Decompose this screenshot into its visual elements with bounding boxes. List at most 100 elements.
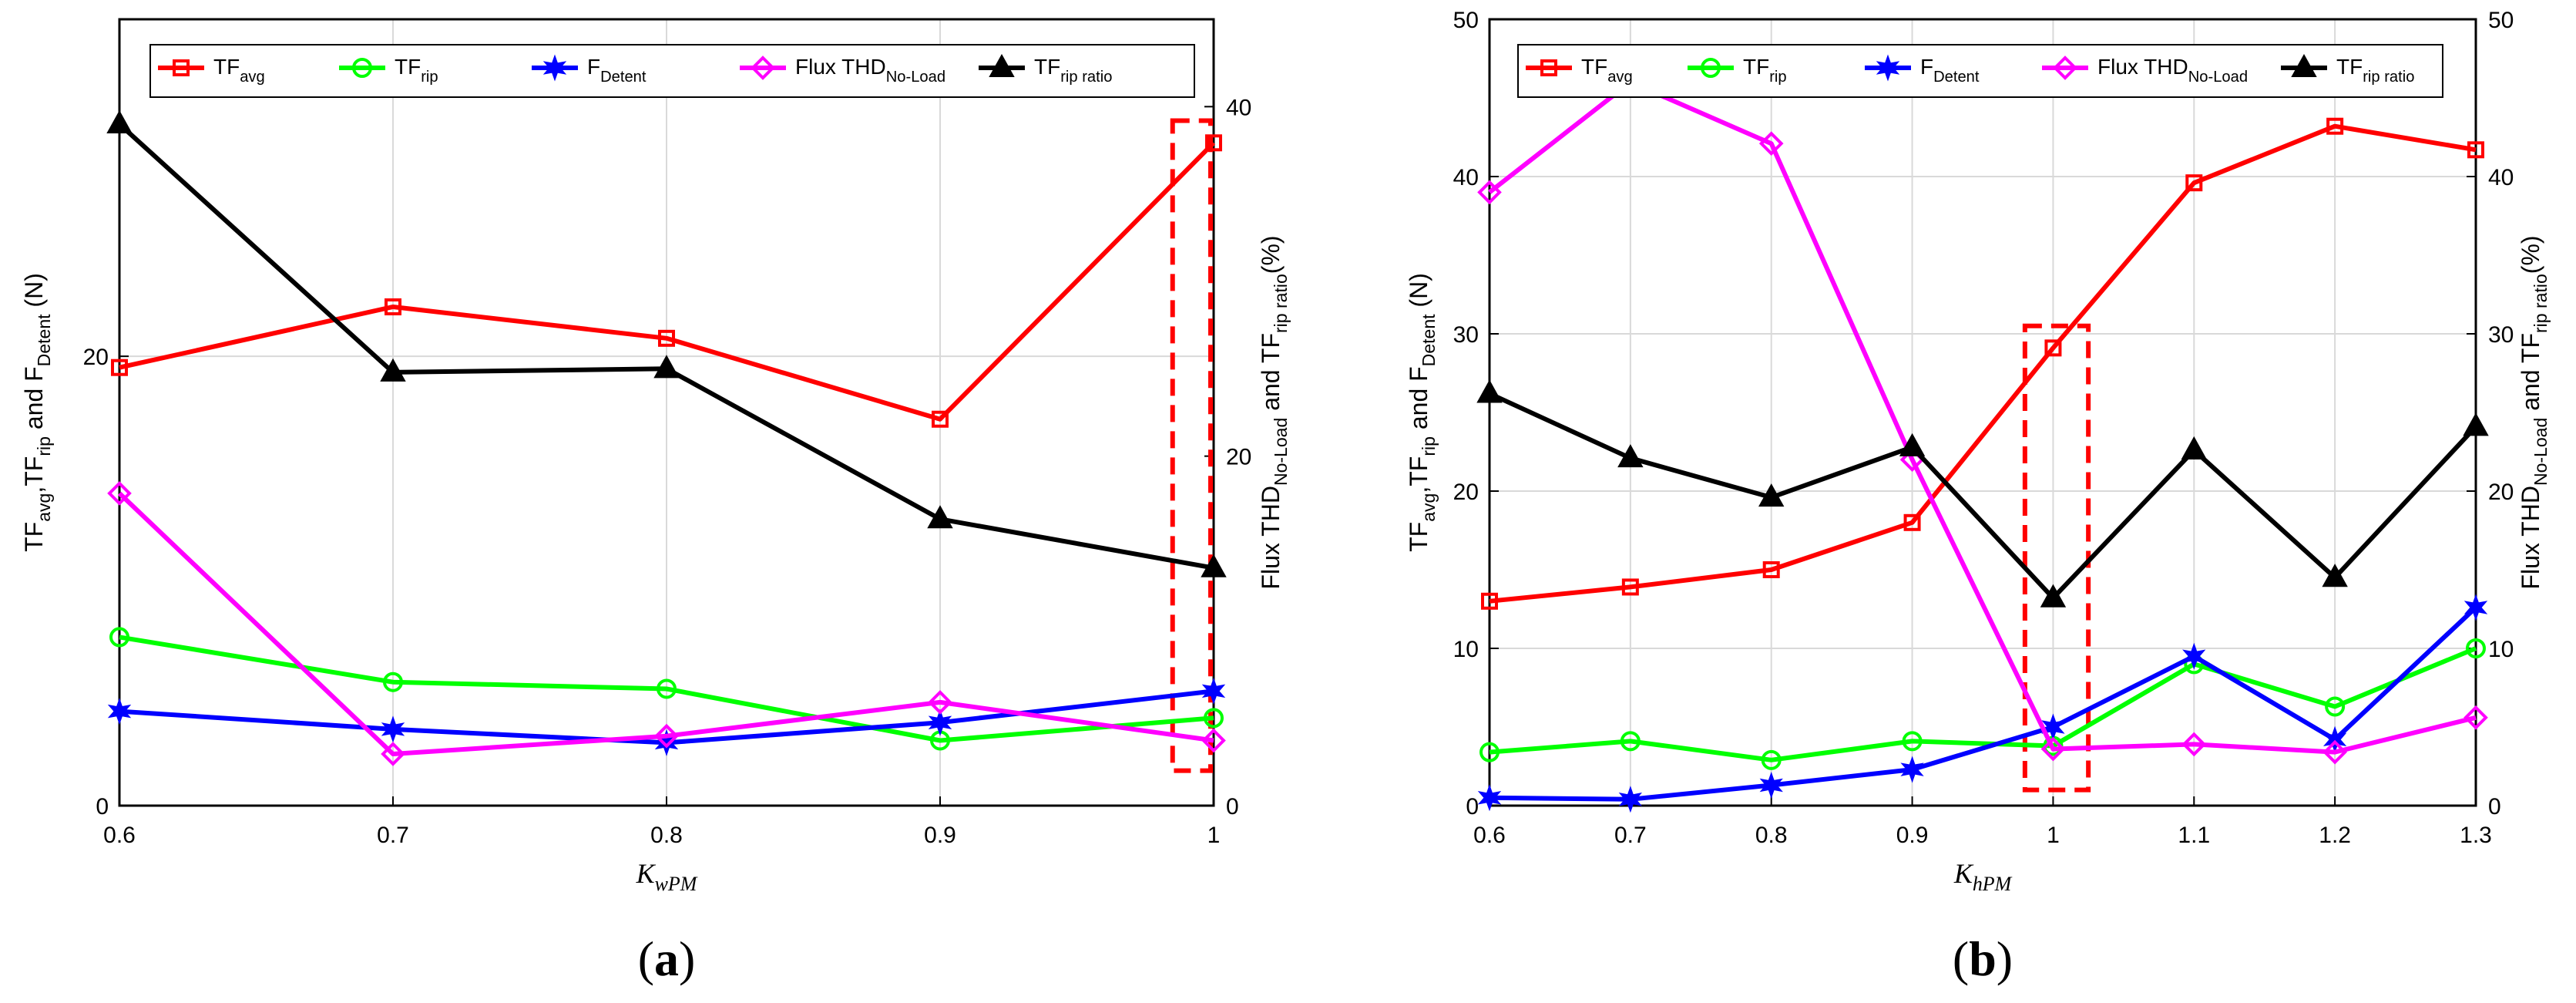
data-point-s2-2: [1759, 771, 1783, 799]
y-right-tick-label: 0: [2488, 794, 2501, 820]
y-right-axis-label: Flux THDNo-Load and TFrip ratio(%): [1257, 235, 1291, 589]
legend-label-main: TF: [1034, 55, 1060, 79]
data-point-s1-0: [109, 627, 129, 648]
data-point-s2-0: [107, 698, 132, 725]
x-axis-label: KwPM: [636, 858, 698, 895]
y-left-tick-label: 20: [1453, 480, 1479, 505]
data-point-s3-0: [1477, 180, 1502, 205]
data-point-s0-1: [385, 298, 401, 316]
x-tick-label: 1: [2047, 823, 2060, 848]
x-tick-label: 0.6: [103, 823, 136, 848]
y-left-axis-label-part: (N): [20, 273, 48, 314]
legend-label-main: TF: [1743, 55, 1769, 79]
y-left-axis-label: TFavg,TFrip and FDetent (N): [20, 273, 54, 552]
x-tick-label: 0.7: [1614, 823, 1647, 848]
data-point-s3-4: [1201, 728, 1226, 753]
data-point-s2-3: [928, 708, 952, 736]
y-right-tick-label: 50: [2488, 8, 2514, 33]
y-right-tick-label: 10: [2488, 637, 2514, 662]
data-point-s0-6: [2326, 117, 2344, 135]
data-point-s0-0: [1481, 592, 1498, 610]
legend-box: [149, 44, 1195, 98]
y-right-tick-label: 30: [2488, 322, 2514, 348]
y-left-axis-label-group: TFavg,TFrip and FDetent (N): [1405, 273, 1439, 552]
legend-label-main: TF: [2336, 55, 2363, 79]
data-point-s1-1: [1620, 731, 1641, 752]
legend-label-sub: No-Load: [2188, 69, 2248, 86]
panel-label: (a): [638, 931, 696, 986]
data-point-s3-4: [2040, 736, 2066, 762]
data-point-s0-3: [1903, 513, 1921, 531]
y-right-axis-label: Flux THDNo-Load and TFrip ratio(%): [2517, 235, 2551, 589]
y-left-axis-label-group: TFavg,TFrip and FDetent (N): [20, 273, 54, 552]
legend-marker-1: [352, 58, 372, 78]
y-right-tick-label: 40: [2488, 165, 2514, 190]
data-point-s0-4: [2044, 339, 2062, 357]
data-point-s3-2: [1758, 131, 1784, 156]
y-left-axis-label: TFavg,TFrip and FDetent (N): [1405, 273, 1439, 552]
panel-label-close: ): [679, 931, 695, 986]
panel-label-letter: a: [654, 931, 679, 986]
panel-label-close: ): [1997, 931, 2013, 986]
y-right-tick-label: 40: [1226, 95, 1251, 120]
y-left-axis-label-part: Detent: [1419, 314, 1439, 366]
x-axis-label-sub: wPM: [655, 873, 698, 895]
y-left-axis-label-part: ,TF: [1405, 456, 1432, 493]
legend-box: [1517, 44, 2443, 98]
axes-box: [1488, 18, 2477, 807]
y-left-axis-label-part: and F: [1405, 366, 1432, 436]
legend-label-sub: rip ratio: [1060, 69, 1112, 86]
y-right-axis-label-group: Flux THDNo-Load and TFrip ratio(%): [1257, 235, 1291, 589]
data-point-s4-0: [106, 109, 133, 133]
data-point-s2-1: [381, 715, 405, 743]
data-point-s1-4: [1204, 708, 1224, 729]
legend-marker-1: [1701, 58, 1721, 78]
data-point-s0-0: [111, 358, 128, 376]
y-right-axis-label-part: rip ratio: [1271, 274, 1291, 333]
legend-marker-4: [2291, 53, 2317, 77]
data-point-s4-2: [1758, 483, 1785, 507]
legend-label-main: TF: [213, 55, 240, 79]
y-left-axis-label-part: ,TF: [20, 456, 48, 493]
legend-label-0: TFavg: [213, 55, 265, 86]
legend-label-main: TF: [1581, 55, 1607, 79]
legend-label-sub: rip: [421, 69, 438, 86]
y-right-axis-label-part: (%): [2517, 235, 2544, 274]
y-right-axis-label-part: (%): [1257, 235, 1285, 274]
legend-label-sub: avg: [1607, 69, 1633, 86]
x-axis-label-main: K: [1953, 858, 1974, 889]
data-point-s1-3: [1902, 731, 1923, 752]
legend-label-sub: avg: [240, 69, 265, 86]
data-point-s0-1: [1621, 578, 1639, 596]
y-left-tick-label: 20: [83, 345, 109, 370]
legend-marker-4: [989, 53, 1015, 77]
series-line-0: [119, 141, 1216, 422]
data-point-s0-7: [2467, 141, 2484, 159]
x-tick-label: 0.9: [924, 823, 956, 848]
legend-marker-0: [1540, 59, 1557, 76]
y-right-tick-label: 0: [1226, 794, 1239, 820]
data-point-s0-4: [1205, 134, 1222, 152]
legend-marker-2: [542, 54, 567, 82]
data-point-s4-4: [2040, 584, 2067, 608]
y-right-axis-label-part: No-Load: [2531, 418, 2551, 486]
legend-label-main: Flux THD: [795, 55, 886, 79]
panel-label-open: (: [1953, 931, 1969, 986]
legend-label-main: TF: [395, 55, 421, 79]
x-tick-label: 1.2: [2319, 823, 2351, 848]
y-left-axis-label-part: (N): [1405, 273, 1432, 314]
series-line-1: [1489, 646, 2477, 762]
data-point-s3-6: [2322, 739, 2347, 765]
data-point-s3-2: [654, 723, 679, 749]
y-left-axis-label-part: rip: [34, 436, 54, 456]
x-tick-label: 0.6: [1473, 823, 1506, 848]
data-point-s2-0: [1477, 784, 1502, 812]
data-point-s2-1: [1618, 786, 1643, 813]
y-left-tick-label: 0: [1466, 794, 1479, 820]
legend-label-main: F: [1920, 55, 1933, 79]
y-right-axis-label-group: Flux THDNo-Load and TFrip ratio(%): [2517, 235, 2551, 589]
data-point-s2-4: [1201, 677, 1226, 705]
y-right-axis-label-part: Flux THD: [2517, 486, 2544, 590]
x-axis-label-sub: hPM: [1973, 873, 2013, 895]
data-point-s0-2: [1762, 561, 1780, 578]
